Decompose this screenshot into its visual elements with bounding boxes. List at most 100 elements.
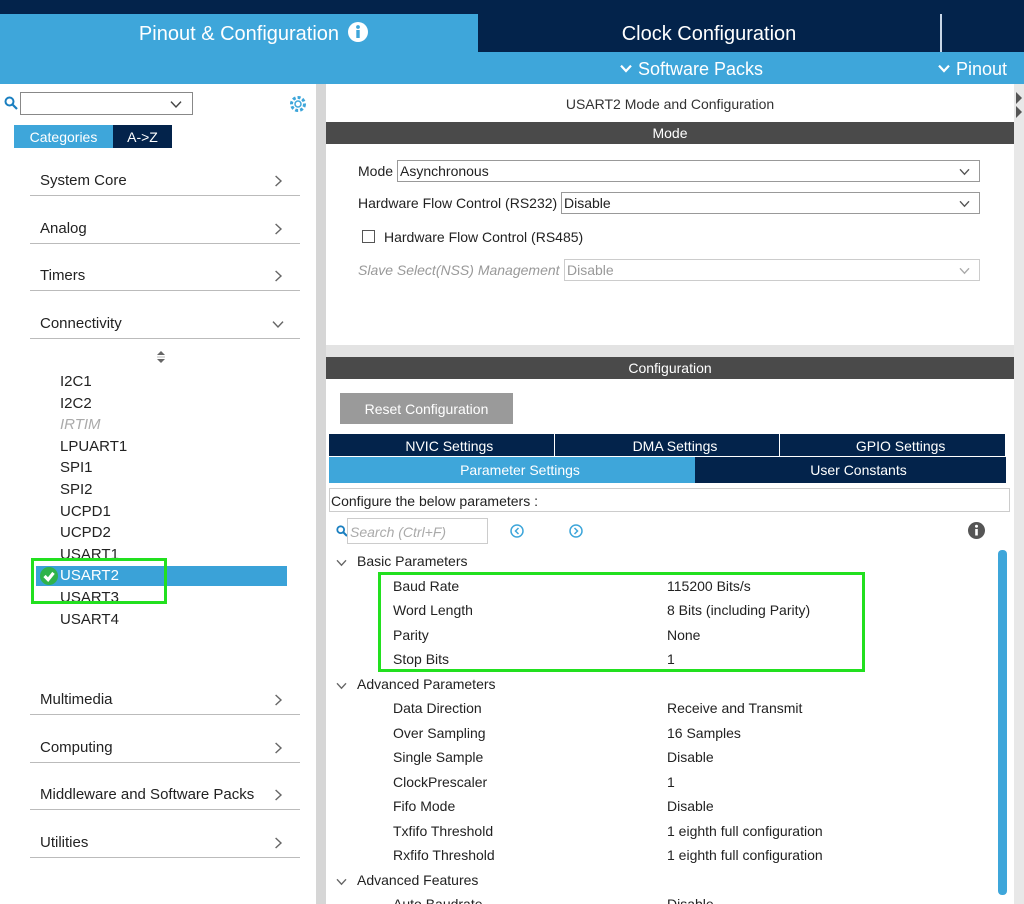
group-header[interactable]: Advanced Features	[357, 871, 479, 888]
settings-tab-label[interactable]: NVIC Settings	[405, 438, 494, 454]
param-name[interactable]: Parity	[393, 626, 429, 643]
param-name[interactable]: Rxfifo Threshold	[393, 847, 495, 863]
param-value[interactable]: 8 Bits (including Parity)	[667, 602, 811, 618]
search-combo[interactable]	[20, 92, 193, 115]
chevron	[275, 789, 283, 801]
dropdown[interactable]: Disable	[561, 192, 980, 214]
dropdown[interactable]: Asynchronous	[397, 160, 980, 182]
sidebar-tab[interactable]: Categories	[14, 125, 113, 148]
top-strip	[0, 0, 1024, 14]
peripheral[interactable]: IRTIM	[60, 416, 101, 434]
category[interactable]: Multimedia	[40, 691, 113, 708]
param-name[interactable]: Baud Rate	[393, 577, 460, 594]
reset-button[interactable]: Reset Configuration	[340, 393, 513, 424]
menu-item[interactable]: Software Packs	[638, 59, 764, 79]
settings-tab[interactable]: NVIC Settings	[329, 434, 554, 456]
group-header[interactable]: Basic Parameters	[357, 553, 468, 569]
param-value[interactable]: None	[667, 626, 701, 643]
chevron	[275, 270, 283, 282]
menu-item[interactable]: Pinout	[956, 59, 1008, 79]
field-label: Mode	[358, 163, 394, 179]
peripheral[interactable]: UCPD1	[60, 502, 111, 520]
reset-button-label[interactable]: Reset Configuration	[364, 401, 489, 417]
checkbox-label[interactable]: Hardware Flow Control (RS485)	[384, 229, 584, 245]
peripheral[interactable]: I2C1	[60, 373, 92, 390]
settings-tab[interactable]: GPIO Settings	[780, 434, 1005, 456]
chevron	[336, 878, 347, 885]
peripheral[interactable]: USART4	[60, 610, 119, 628]
category[interactable]: Analog	[40, 219, 87, 237]
param-value[interactable]: Receive and Transmit	[667, 700, 803, 716]
settings-tab-label[interactable]: DMA Settings	[632, 438, 718, 454]
peripheral[interactable]: LPUART1	[60, 437, 128, 455]
category[interactable]: Computing	[40, 738, 113, 756]
settings-tab[interactable]: User Constants	[695, 457, 1006, 483]
sidebar-tab[interactable]: A->Z	[113, 125, 172, 148]
checkbox[interactable]	[362, 230, 375, 243]
settings-tab[interactable]: DMA Settings	[554, 434, 780, 456]
dropdown-value[interactable]: Disable	[564, 195, 611, 211]
config-header-label: Configuration	[628, 360, 712, 376]
sidebar-tab-label[interactable]: A->Z	[127, 129, 158, 145]
hint: Configure the below parameters :	[331, 493, 538, 509]
category[interactable]: Timers	[40, 267, 86, 284]
param-value[interactable]: Disable	[667, 749, 714, 765]
param-value[interactable]: Disable	[667, 798, 714, 814]
param-value[interactable]: 1 eighth full configuration	[667, 847, 823, 863]
param-name[interactable]: Single Sample	[393, 749, 484, 765]
param-name[interactable]: Data Direction	[393, 700, 482, 716]
category-divider	[30, 195, 300, 196]
peripheral[interactable]: UCPD2	[60, 524, 111, 542]
settings-tab-label[interactable]: Parameter Settings	[460, 462, 580, 478]
sidebar-tab-label[interactable]: Categories	[29, 129, 98, 145]
collapse-arrow	[1016, 92, 1022, 118]
settings-tab[interactable]: Parameter Settings	[329, 457, 695, 483]
param-name[interactable]: Over Sampling	[393, 724, 486, 741]
dropdown: Disable	[564, 259, 980, 281]
category[interactable]: Middleware and Software Packs	[40, 786, 255, 804]
chevron	[959, 200, 970, 208]
peripheral[interactable]: SPI1	[60, 459, 93, 477]
chevron	[959, 267, 970, 275]
param-name[interactable]: Auto Baudrate	[393, 896, 483, 904]
peripheral[interactable]: SPI2	[60, 481, 93, 498]
category-divider	[30, 290, 300, 291]
category[interactable]: Utilities	[40, 834, 89, 852]
param-name[interactable]: Txfifo Threshold	[393, 822, 494, 839]
param-name[interactable]: Stop Bits	[393, 651, 450, 667]
chevron	[275, 837, 283, 849]
param-value[interactable]: 115200 Bits/s	[667, 577, 751, 594]
chevron	[275, 222, 283, 235]
dropdown-value[interactable]: Asynchronous	[400, 163, 489, 179]
main-tab[interactable]: Pinout & Configuration	[0, 14, 478, 52]
chevron	[938, 64, 950, 73]
main-tab[interactable]: Clock Configuration	[478, 14, 940, 52]
scrollbar[interactable]	[998, 550, 1007, 895]
param-name[interactable]: Fifo Mode	[393, 798, 456, 814]
group-header[interactable]: Advanced Parameters	[357, 675, 496, 692]
param-value[interactable]: 16 Samples	[667, 724, 741, 741]
main-tab-label[interactable]: Pinout & Configuration	[138, 23, 340, 45]
param-name[interactable]: ClockPrescaler	[393, 773, 488, 790]
search-icon	[336, 525, 348, 537]
category[interactable]: Connectivity	[40, 314, 122, 332]
settings-tab-label[interactable]: User Constants	[810, 462, 907, 478]
field-label: Slave Select(NSS) Management	[358, 262, 560, 278]
dropdown-value: Disable	[567, 262, 614, 278]
main-tab-label[interactable]: Clock Configuration	[621, 23, 797, 45]
category[interactable]: System Core	[40, 172, 127, 189]
param-value[interactable]: 1	[667, 773, 675, 790]
chevron	[275, 694, 283, 706]
search-placeholder[interactable]: Search (Ctrl+F)	[350, 524, 447, 540]
peripheral[interactable]: I2C2	[60, 394, 92, 412]
peripheral[interactable]: USART2	[60, 567, 119, 585]
param-value[interactable]: Disable	[667, 896, 714, 904]
settings-tab-label[interactable]: GPIO Settings	[855, 438, 946, 454]
chevron	[959, 168, 970, 176]
param-value[interactable]: 1 eighth full configuration	[667, 822, 823, 839]
search-input[interactable]: Search (Ctrl+F)	[347, 518, 488, 544]
param-value[interactable]: 1	[667, 651, 675, 667]
param-name[interactable]: Word Length	[393, 602, 473, 618]
